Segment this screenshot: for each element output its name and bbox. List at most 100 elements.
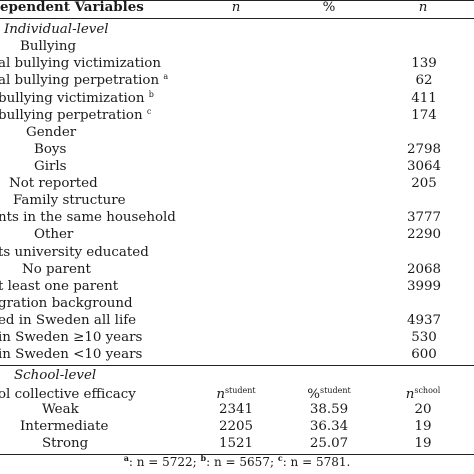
row-value: 4937 bbox=[406, 313, 442, 328]
n-student-value: 2205 bbox=[218, 419, 254, 434]
row-label: Not reported bbox=[9, 176, 98, 191]
row-label: Gender bbox=[26, 125, 77, 140]
header-title: ependent Variables bbox=[0, 0, 144, 15]
section-label: School-level bbox=[14, 368, 97, 383]
row-label-text: bullying perpetration bbox=[0, 108, 143, 123]
table-row: in Sweden ≥10 years 530 bbox=[0, 328, 474, 347]
row-label: in Sweden ≥10 years bbox=[0, 330, 143, 345]
table-row: nts in the same household 3777 bbox=[0, 208, 474, 227]
table-row: al bullying perpetration a 62 bbox=[0, 71, 474, 90]
col-n-school-symbol: n bbox=[405, 387, 415, 402]
section-individual: Individual-level bbox=[0, 20, 474, 39]
table-row: al bullying victimization 139 bbox=[0, 54, 474, 73]
row-label: Weak bbox=[42, 402, 79, 417]
row-label: Family structure bbox=[13, 193, 126, 208]
row-label: Intermediate bbox=[20, 419, 109, 434]
row-value: 205 bbox=[411, 176, 437, 191]
table-row: bullying perpetration c 174 bbox=[0, 106, 474, 125]
footnote: a: n = 5722; b: n = 5657; c: n = 5781. bbox=[0, 453, 474, 469]
row-value: 3777 bbox=[406, 210, 442, 225]
header-row: ependent Variables n % n bbox=[0, 0, 474, 17]
table-row: No parent 2068 bbox=[0, 260, 474, 279]
n-school-value: 19 bbox=[414, 436, 432, 451]
row-label: ts university educated bbox=[0, 245, 149, 260]
section-rule bbox=[0, 365, 474, 366]
row-value: 62 bbox=[415, 73, 433, 88]
table-row: Gender bbox=[0, 123, 474, 142]
header-pct: % bbox=[322, 0, 336, 15]
row-label-text: bullying victimization bbox=[0, 91, 145, 106]
table-row: Family structure bbox=[0, 191, 474, 210]
row-label: ol collective efficacy bbox=[0, 387, 136, 402]
row-label: gration background bbox=[0, 296, 133, 311]
header-rule bbox=[0, 18, 474, 19]
row-value: 600 bbox=[411, 347, 437, 362]
row-label: No parent bbox=[22, 262, 91, 277]
footnote-text-a: : n = 5722; bbox=[128, 455, 201, 469]
row-label: Other bbox=[34, 227, 74, 242]
row-value: 530 bbox=[411, 330, 437, 345]
footnote-text-b: : n = 5657; bbox=[206, 455, 278, 469]
col-n-student-symbol: n bbox=[216, 387, 225, 402]
col-pct-student-sup: student bbox=[320, 386, 351, 395]
bottom-rule bbox=[0, 454, 474, 455]
footnote-key-c: c bbox=[277, 453, 283, 463]
row-value: 174 bbox=[411, 108, 437, 123]
row-label: bullying perpetration c bbox=[0, 106, 151, 125]
row-label: Girls bbox=[34, 159, 67, 174]
table-row: Boys 2798 bbox=[0, 140, 474, 159]
n-student-value: 1521 bbox=[218, 436, 254, 451]
row-label: nts in the same household bbox=[0, 210, 176, 225]
table-row: in Sweden <10 years 600 bbox=[0, 345, 474, 364]
footnote-text-c: : n = 5781. bbox=[282, 455, 351, 469]
pct-student-value: 25.07 bbox=[309, 436, 349, 451]
row-value: 3999 bbox=[406, 279, 442, 294]
row-label: in Sweden <10 years bbox=[0, 347, 143, 362]
table-row: t least one parent 3999 bbox=[0, 277, 474, 296]
row-label: Strong bbox=[42, 436, 89, 451]
table-row: Girls 3064 bbox=[0, 157, 474, 176]
row-label: Bullying bbox=[20, 39, 77, 54]
n-school-value: 20 bbox=[414, 402, 432, 417]
col-pct-student: %student bbox=[294, 385, 364, 404]
row-label: bullying victimization b bbox=[0, 89, 154, 108]
school-header-row: ol collective efficacy nstudent %student… bbox=[0, 385, 474, 404]
table-row: Intermediate 2205 36.34 19 bbox=[0, 417, 474, 436]
top-rule bbox=[0, 0, 474, 1]
row-value: 2290 bbox=[406, 227, 442, 242]
table-row: bullying victimization b 411 bbox=[0, 89, 474, 108]
pct-student-value: 36.34 bbox=[309, 419, 349, 434]
row-label: ed in Sweden all life bbox=[0, 313, 137, 328]
section-school: School-level bbox=[0, 366, 474, 385]
col-n-school-sup: school bbox=[414, 386, 441, 395]
table-row: gration background bbox=[0, 294, 474, 313]
n-student-value: 2341 bbox=[218, 402, 254, 417]
section-label: Individual-level bbox=[4, 22, 109, 37]
table-row: Other 2290 bbox=[0, 225, 474, 244]
table-row: Strong 1521 25.07 19 bbox=[0, 434, 474, 453]
table-row: Not reported 205 bbox=[0, 174, 474, 193]
footnote-marker: c bbox=[146, 107, 152, 116]
header-n2: n bbox=[418, 0, 428, 15]
row-value: 2798 bbox=[406, 142, 442, 157]
footnote-marker: b bbox=[148, 90, 154, 99]
footnote-key-a: a bbox=[123, 453, 129, 463]
row-label: t least one parent bbox=[0, 279, 119, 294]
table-row: Weak 2341 38.59 20 bbox=[0, 400, 474, 419]
footnote-key-b: b bbox=[200, 453, 207, 463]
row-label: al bullying perpetration a bbox=[0, 71, 168, 90]
col-n-school: nschool bbox=[388, 385, 458, 404]
table-row: ed in Sweden all life 4937 bbox=[0, 311, 474, 330]
row-value: 411 bbox=[411, 91, 437, 106]
table-row: ts university educated bbox=[0, 243, 474, 262]
col-n-student-sup: student bbox=[224, 386, 256, 395]
row-label: Boys bbox=[34, 142, 67, 157]
row-value: 2068 bbox=[406, 262, 442, 277]
col-n-student: nstudent bbox=[201, 385, 271, 404]
row-value: 3064 bbox=[406, 159, 442, 174]
row-label: al bullying victimization bbox=[0, 56, 161, 71]
col-pct-student-symbol: % bbox=[307, 387, 321, 402]
pct-student-value: 38.59 bbox=[309, 402, 349, 417]
header-n: n bbox=[231, 0, 241, 15]
n-school-value: 19 bbox=[414, 419, 432, 434]
